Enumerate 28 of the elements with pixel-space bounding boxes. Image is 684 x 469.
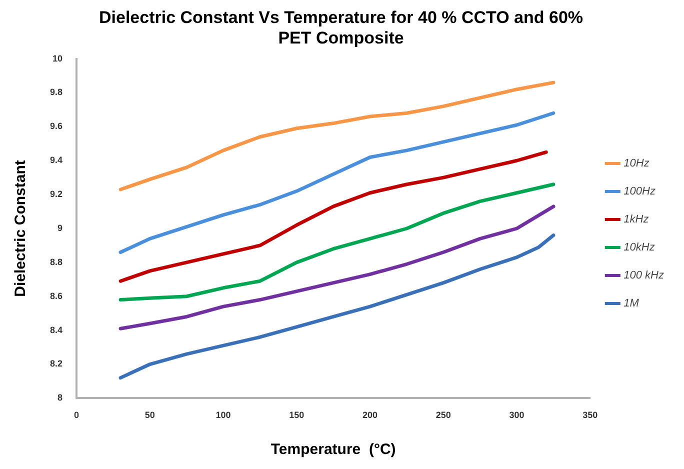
x-tick-label: 200: [362, 410, 378, 420]
x-tick-label: 250: [436, 410, 451, 420]
x-tick-label: 100: [216, 410, 231, 420]
y-tick-label: 8.4: [50, 324, 63, 335]
y-tick-label: 9.4: [50, 155, 63, 166]
legend-label: 1kHz: [624, 214, 650, 226]
y-tick-label: 9: [57, 222, 63, 233]
x-tick-label: 0: [74, 410, 80, 420]
x-tick-label: 300: [509, 410, 524, 420]
y-tick-label: 8.2: [50, 358, 63, 369]
y-tick-label: 8.6: [50, 290, 63, 301]
legend-label: 1M: [624, 298, 640, 310]
y-axis-title: Dielectric Constant: [12, 160, 30, 297]
chart-title: Dielectric Constant Vs Temperature for 40 % CCTO and 60% PET Composite: [98, 8, 584, 48]
y-tick-label: 8: [57, 392, 63, 403]
x-tick-label: 350: [582, 410, 598, 420]
y-tick-label: 9.2: [50, 189, 63, 200]
y-tick-label: 9.6: [50, 121, 63, 132]
legend-label: 10Hz: [624, 158, 650, 170]
y-tick-label: 8.8: [50, 256, 63, 267]
x-tick-label: 150: [289, 410, 304, 420]
legend-label: 100Hz: [624, 186, 656, 198]
x-axis-title: Temperature (°C): [270, 441, 396, 458]
legend-label: 100 kHz: [624, 270, 664, 282]
x-tick-label: 50: [144, 410, 155, 420]
y-tick-label: 10: [52, 53, 63, 64]
legend-label: 10kHz: [624, 242, 656, 254]
y-tick-label: 9.8: [50, 87, 63, 98]
